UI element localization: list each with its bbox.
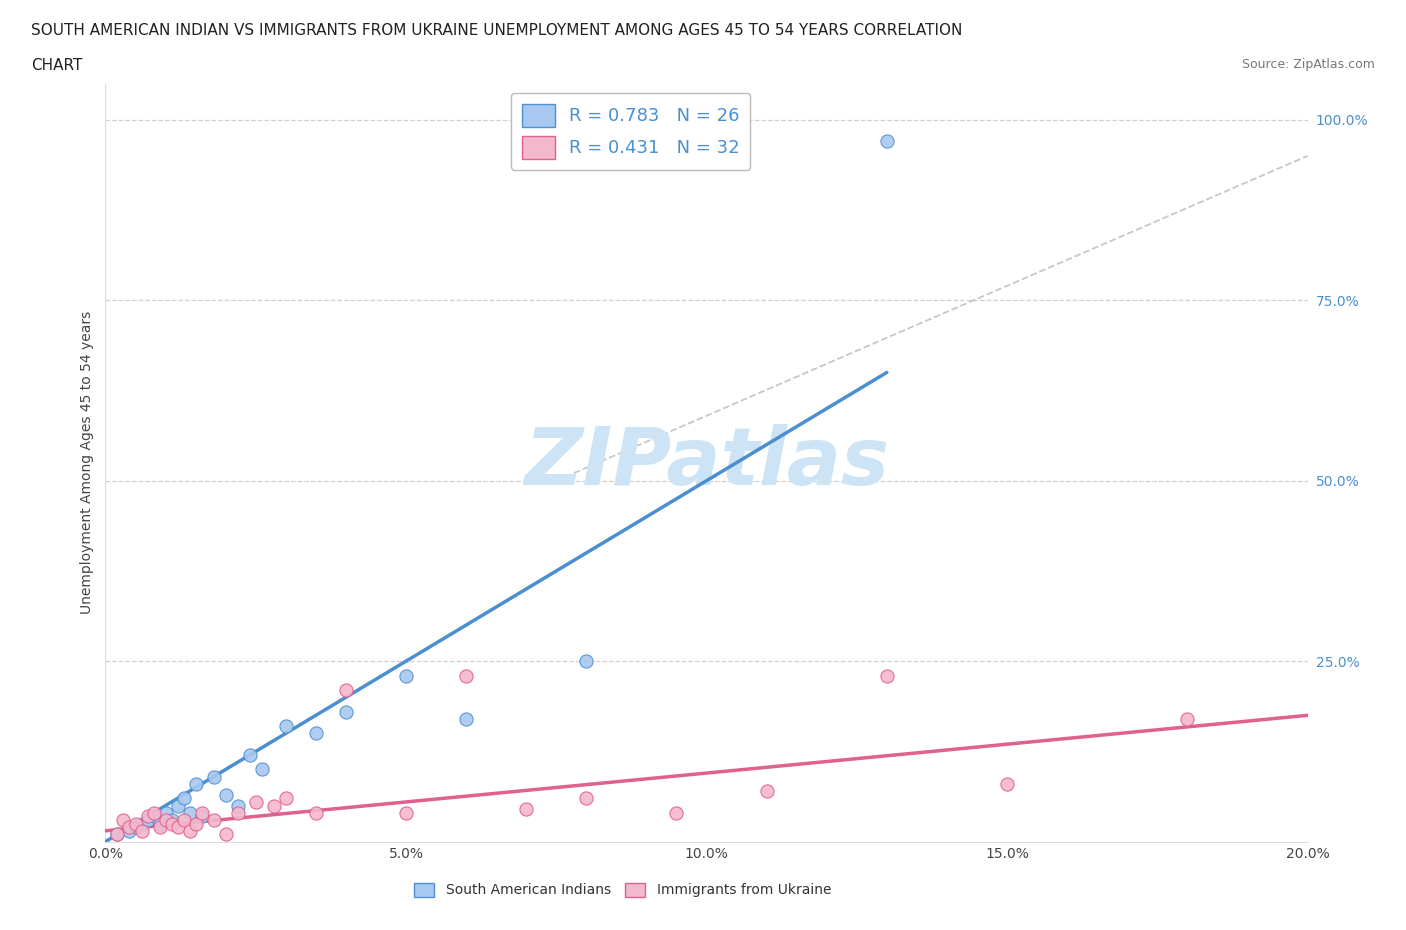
Point [124, 817, 146, 831]
Point [166, 819, 188, 834]
Point [107, 827, 129, 842]
Point [184, 777, 207, 791]
Point [118, 823, 141, 838]
Point [202, 813, 225, 828]
Point [226, 798, 249, 813]
Point [214, 788, 236, 803]
Point [305, 805, 328, 820]
Point [876, 668, 898, 683]
Point [1175, 711, 1198, 726]
Point [179, 805, 201, 820]
Point [131, 817, 153, 831]
Legend: South American Indians, Immigrants from Ukraine: South American Indians, Immigrants from … [408, 877, 837, 903]
Point [250, 762, 273, 777]
Point [239, 748, 262, 763]
Text: CHART: CHART [31, 58, 83, 73]
Point [131, 823, 153, 838]
Point [274, 790, 297, 805]
Point [136, 809, 159, 824]
Point [112, 813, 135, 828]
Point [190, 809, 212, 824]
Point [160, 817, 183, 831]
Point [155, 805, 177, 820]
Point [454, 711, 477, 726]
Point [335, 683, 357, 698]
Point [179, 823, 201, 838]
Y-axis label: Unemployment Among Ages 45 to 54 years: Unemployment Among Ages 45 to 54 years [80, 311, 94, 615]
Point [173, 813, 195, 828]
Point [160, 813, 183, 828]
Point [214, 827, 236, 842]
Point [263, 798, 285, 813]
Text: Source: ZipAtlas.com: Source: ZipAtlas.com [1241, 58, 1375, 71]
Point [190, 805, 212, 820]
Point [124, 819, 146, 834]
Point [107, 827, 129, 842]
Text: ZIPatlas: ZIPatlas [524, 424, 889, 501]
Point [755, 784, 778, 799]
Point [118, 819, 141, 834]
Point [136, 813, 159, 828]
Point [148, 819, 170, 834]
Point [245, 794, 267, 809]
Point [395, 805, 418, 820]
Point [335, 704, 357, 719]
Point [142, 809, 165, 824]
Point [575, 790, 598, 805]
Point [184, 817, 207, 831]
Point [515, 802, 537, 817]
Point [226, 805, 249, 820]
Point [202, 769, 225, 784]
Point [665, 805, 688, 820]
Text: SOUTH AMERICAN INDIAN VS IMMIGRANTS FROM UKRAINE UNEMPLOYMENT AMONG AGES 45 TO 5: SOUTH AMERICAN INDIAN VS IMMIGRANTS FROM… [31, 23, 962, 38]
Point [142, 805, 165, 820]
Point [166, 798, 188, 813]
Point [395, 668, 418, 683]
Point [173, 790, 195, 805]
Point [305, 726, 328, 741]
Point [454, 668, 477, 683]
Point [575, 654, 598, 669]
Point [274, 719, 297, 734]
Point [155, 813, 177, 828]
Point [995, 777, 1018, 791]
Point [148, 817, 170, 831]
Point [876, 134, 898, 149]
